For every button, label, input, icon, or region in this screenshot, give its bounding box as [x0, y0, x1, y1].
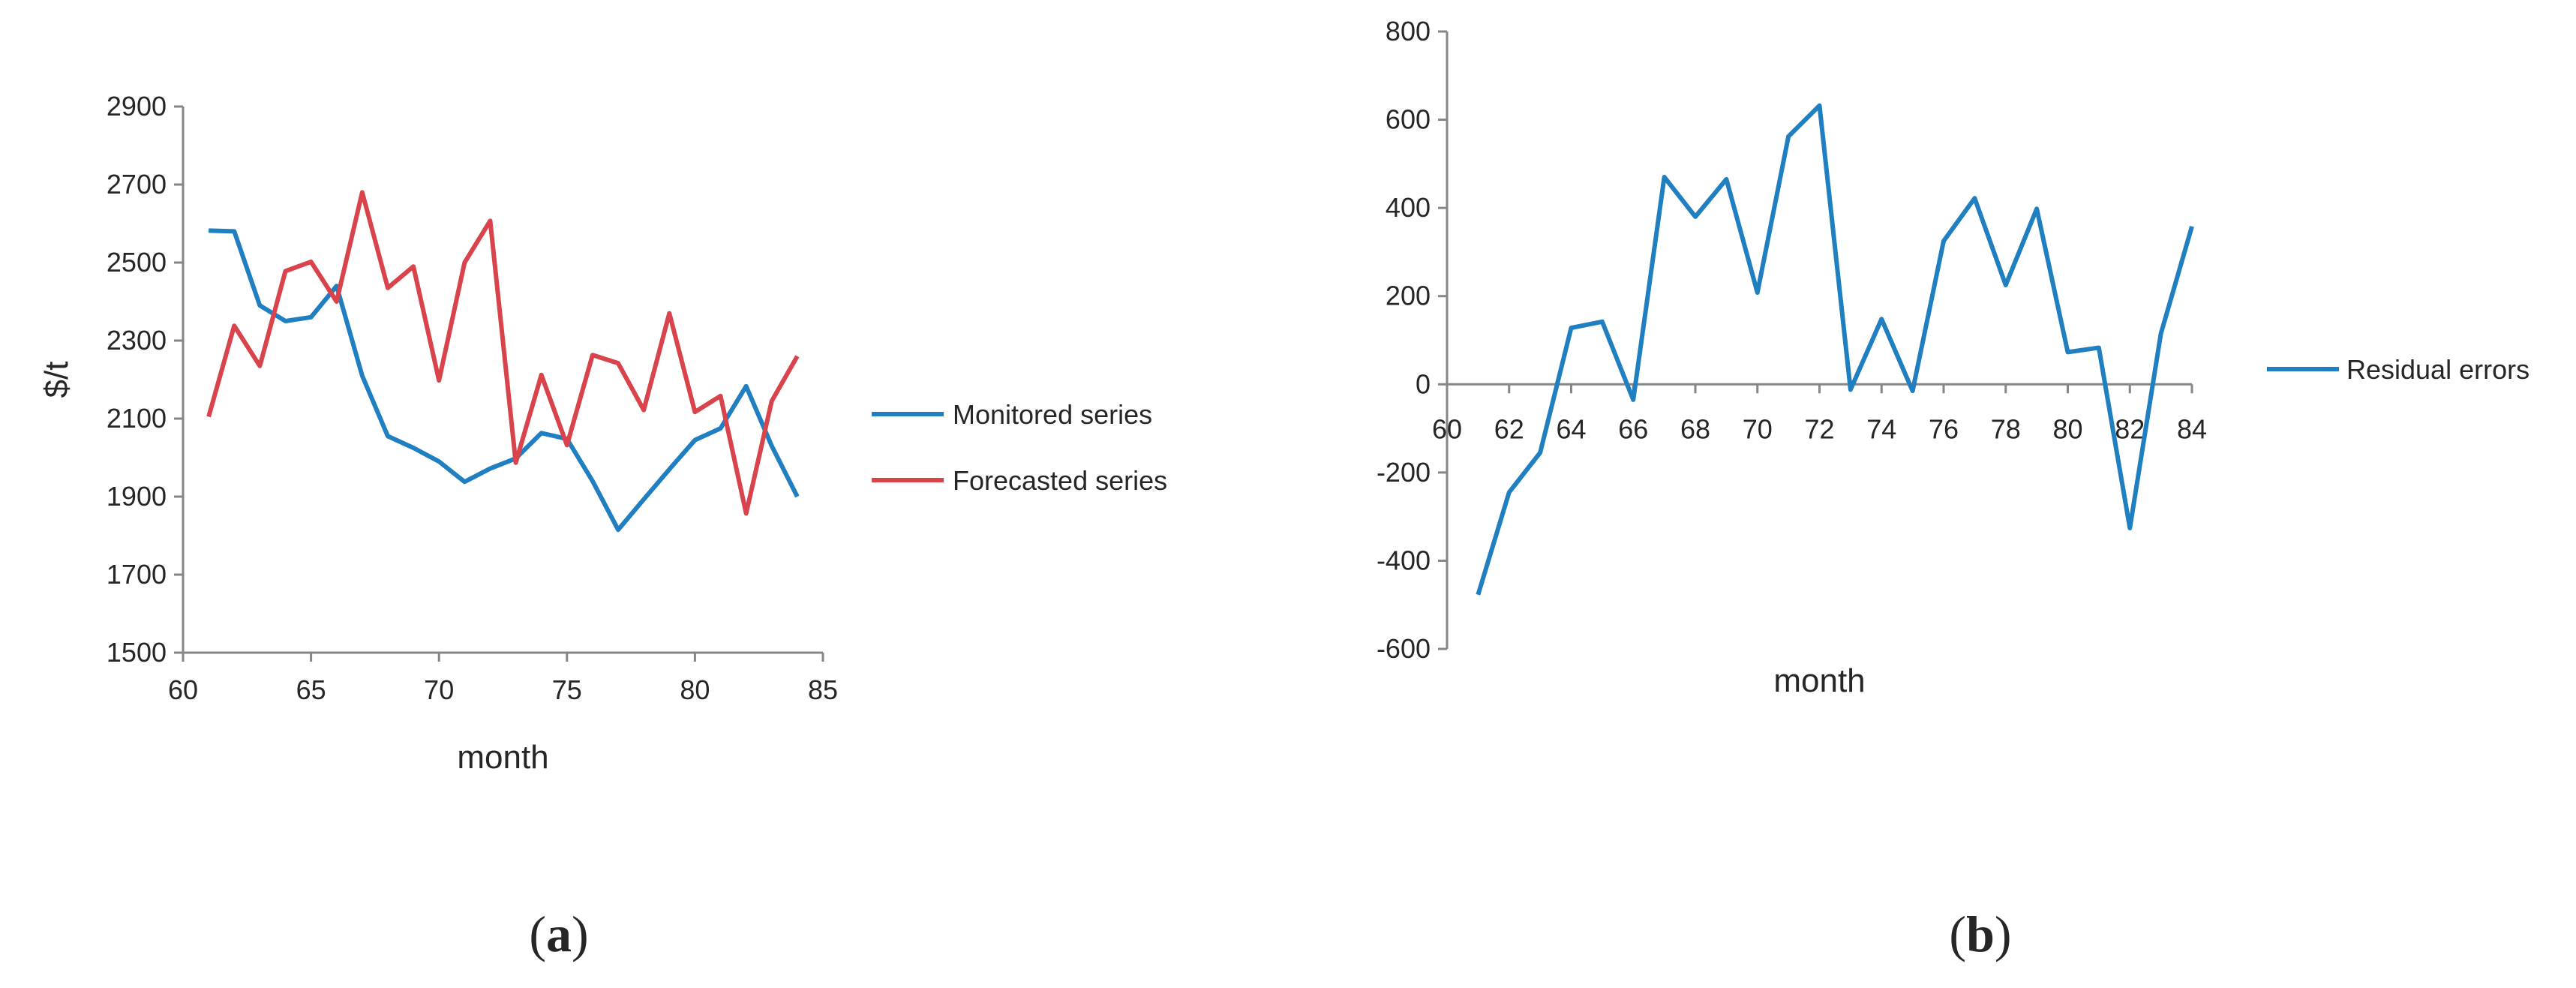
y-tick-label-b: -200	[1377, 457, 1431, 488]
x-tick-label-a: 60	[168, 674, 198, 705]
chart-panel-b: -600 -400 -200 0 200 400 600 800 60 62 64 66 68 70 72 7…	[1377, 16, 2529, 699]
y-tick-label-a: 1700	[107, 559, 167, 590]
series-line-forecasted	[206, 190, 800, 516]
y-axis-title-a: $/t	[38, 362, 75, 398]
y-tick-label-b: 0	[1416, 368, 1431, 399]
caption-b: (b)	[1949, 905, 2011, 962]
x-tick-label-b: 66	[1618, 413, 1648, 444]
x-tick-label-b: 70	[1743, 413, 1773, 444]
legend-label-residual-errors: Residual errors	[2346, 354, 2529, 385]
x-tick-label-a: 85	[808, 674, 838, 705]
x-tick-label-b: 64	[1556, 413, 1586, 444]
series-line-monitored	[209, 228, 800, 533]
caption-a: (a)	[529, 905, 588, 962]
x-tick-label-b: 78	[1991, 413, 2021, 444]
legend-label-monitored: Monitored series	[953, 399, 1152, 430]
x-tick-label-b: 72	[1804, 413, 1834, 444]
series-line-residual-errors	[1476, 103, 2194, 596]
x-tick-label-b: 76	[1929, 413, 1959, 444]
x-tick-label-b: 60	[1432, 413, 1462, 444]
y-tick-label-b: 200	[1386, 281, 1431, 311]
x-tick-label-a: 65	[296, 674, 326, 705]
x-tick-label-b: 80	[2052, 413, 2082, 444]
y-tick-label-b: 800	[1386, 16, 1431, 47]
y-tick-label-a: 2900	[107, 91, 167, 122]
chart-panel-a: 1500 1700 1900 2100 2300 2500 2700 2900 60 65 70 75…	[38, 91, 1167, 776]
y-tick-label-b: -600	[1377, 633, 1431, 664]
y-tick-label-a: 2100	[107, 403, 167, 434]
x-tick-label-b: 74	[1866, 413, 1896, 444]
y-tick-label-a: 2700	[107, 169, 167, 200]
x-axis-title-b: month	[1773, 662, 1865, 699]
y-tick-label-a: 1500	[107, 637, 167, 668]
x-tick-label-b: 68	[1680, 413, 1710, 444]
y-tick-label-a: 2500	[107, 247, 167, 278]
x-tick-label-b: 82	[2115, 413, 2145, 444]
y-tick-label-a: 2300	[107, 325, 167, 356]
y-tick-label-b: -400	[1377, 545, 1431, 575]
x-tick-label-b: 62	[1494, 413, 1524, 444]
y-tick-label-b: 600	[1386, 104, 1431, 135]
x-axis-title-a: month	[457, 739, 548, 776]
legend-label-forecasted: Forecasted series	[953, 465, 1167, 496]
x-tick-label-a: 80	[680, 674, 710, 705]
x-tick-label-a: 70	[424, 674, 454, 705]
y-tick-label-a: 1900	[107, 481, 167, 512]
x-tick-label-a: 75	[552, 674, 582, 705]
y-tick-label-b: 400	[1386, 192, 1431, 223]
x-tick-label-b: 84	[2177, 413, 2207, 444]
